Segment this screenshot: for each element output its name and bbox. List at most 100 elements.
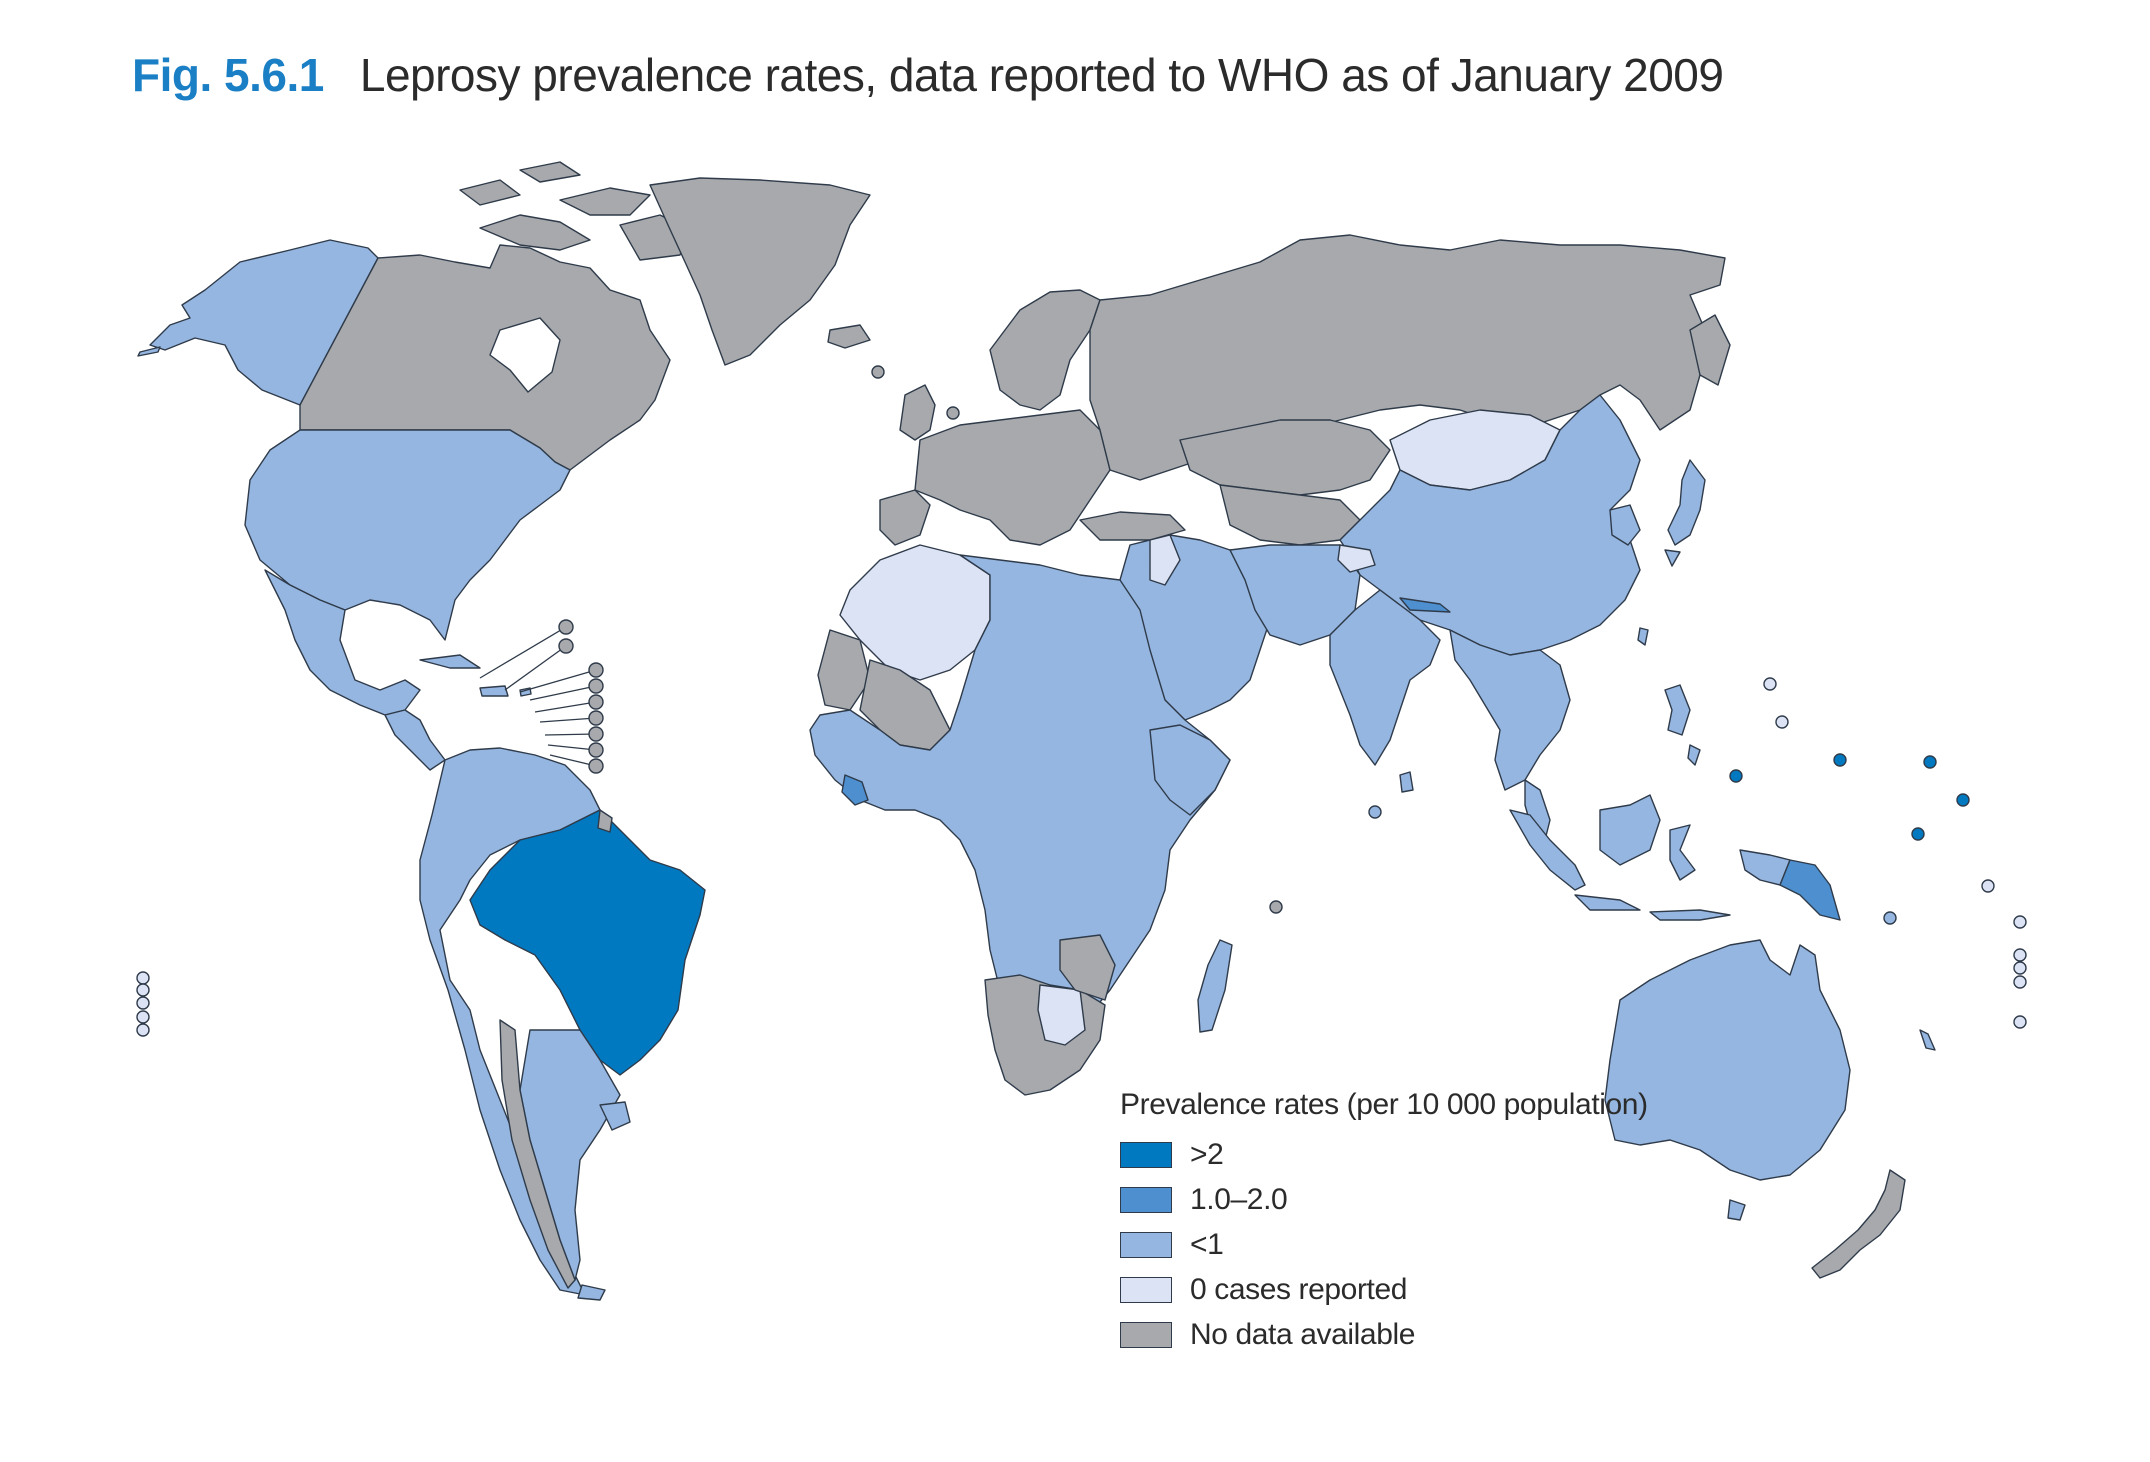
island-marker bbox=[136, 1010, 150, 1024]
callout-line bbox=[549, 754, 597, 767]
legend-label: >2 bbox=[1190, 1137, 1224, 1171]
region-french-guiana bbox=[597, 809, 613, 833]
region-tierra-del-fuego bbox=[577, 1284, 606, 1301]
island-marker bbox=[588, 694, 604, 710]
legend-item-zero-cases: 0 cases reported bbox=[1120, 1267, 1648, 1312]
figure-title: Fig. 5.6.1 Leprosy prevalence rates, data… bbox=[132, 48, 1724, 102]
region-new-caledonia bbox=[1919, 1029, 1936, 1051]
island-marker bbox=[588, 710, 604, 726]
island-marker bbox=[2013, 915, 2027, 929]
region-sumatra bbox=[1509, 809, 1586, 891]
region-liberia bbox=[841, 774, 869, 806]
legend-swatch bbox=[1120, 1141, 1172, 1168]
island-marker bbox=[946, 406, 960, 420]
island-marker bbox=[2013, 975, 2027, 989]
region-uruguay bbox=[599, 1101, 631, 1131]
legend-label: <1 bbox=[1190, 1227, 1224, 1261]
island-marker bbox=[2013, 1015, 2027, 1029]
island-marker bbox=[1956, 793, 1970, 807]
legend-swatch bbox=[1120, 1276, 1172, 1303]
region-usa bbox=[244, 429, 571, 641]
region-papua-new-guinea bbox=[1779, 859, 1841, 921]
region-cuba bbox=[419, 654, 481, 669]
region-tasmania bbox=[1727, 1199, 1746, 1221]
island-marker bbox=[2013, 948, 2027, 962]
region-taiwan bbox=[1637, 627, 1649, 646]
region-philippines bbox=[1664, 684, 1701, 766]
region-borneo bbox=[1599, 794, 1661, 866]
region-central-asia bbox=[1219, 484, 1361, 546]
island-marker bbox=[1729, 769, 1743, 783]
callout-line bbox=[534, 701, 597, 713]
region-europe bbox=[914, 409, 1111, 546]
region-lesser-sunda bbox=[1649, 909, 1731, 921]
region-sulawesi bbox=[1669, 824, 1696, 881]
callout-line bbox=[544, 733, 597, 736]
legend-item-no-data: No data available bbox=[1120, 1312, 1648, 1357]
region-iberia bbox=[879, 489, 931, 546]
island-marker bbox=[1911, 827, 1925, 841]
island-marker bbox=[136, 983, 150, 997]
region-aleutians bbox=[137, 346, 161, 357]
island-marker bbox=[588, 758, 604, 774]
region-hispaniola bbox=[479, 685, 509, 697]
region-zambia-zimbabwe bbox=[1059, 934, 1116, 1001]
region-madagascar bbox=[1197, 939, 1233, 1033]
legend-swatch bbox=[1120, 1321, 1172, 1348]
legend-label: 1.0–2.0 bbox=[1190, 1182, 1288, 1216]
region-sri-lanka bbox=[1399, 771, 1414, 793]
legend-swatch bbox=[1120, 1186, 1172, 1213]
callout-line bbox=[547, 744, 597, 751]
region-java bbox=[1574, 894, 1641, 911]
legend-item-lt1: <1 bbox=[1120, 1222, 1648, 1267]
callout-line bbox=[479, 626, 567, 679]
island-marker bbox=[871, 365, 885, 379]
island-marker bbox=[1833, 753, 1847, 767]
island-marker bbox=[1981, 879, 1995, 893]
region-ethiopia-somalia bbox=[1149, 724, 1231, 816]
island-marker bbox=[588, 678, 604, 694]
callout-line bbox=[519, 669, 597, 693]
island-marker bbox=[136, 1023, 150, 1037]
legend-swatch bbox=[1120, 1231, 1172, 1258]
island-marker bbox=[588, 742, 604, 758]
region-botswana bbox=[1037, 984, 1086, 1046]
island-marker bbox=[588, 662, 604, 678]
region-hudson-bay bbox=[489, 317, 561, 393]
legend-item-gt2: >2 bbox=[1120, 1132, 1648, 1177]
region-alaska bbox=[149, 239, 379, 406]
callout-line bbox=[539, 717, 597, 723]
island-marker bbox=[136, 971, 150, 985]
legend-item-1-to-2: 1.0–2.0 bbox=[1120, 1177, 1648, 1222]
island-marker bbox=[1923, 755, 1937, 769]
figure-number: Fig. 5.6.1 bbox=[132, 49, 324, 101]
region-uk bbox=[899, 384, 936, 441]
island-marker bbox=[558, 619, 574, 635]
region-india bbox=[1329, 589, 1441, 766]
map-legend: Prevalence rates (per 10 000 population)… bbox=[1120, 1088, 1648, 1357]
island-marker bbox=[2013, 961, 2027, 975]
caribbean-callouts bbox=[479, 619, 604, 774]
legend-label: No data available bbox=[1190, 1317, 1416, 1351]
region-new-zealand bbox=[1811, 1169, 1906, 1279]
region-greenland bbox=[649, 177, 871, 366]
island-marker bbox=[588, 726, 604, 742]
island-marker bbox=[136, 996, 150, 1010]
region-levant bbox=[1149, 534, 1181, 586]
callout-line bbox=[504, 645, 567, 691]
region-canada-arctic bbox=[459, 161, 691, 261]
callout-line bbox=[529, 685, 597, 701]
region-mexico bbox=[264, 569, 421, 716]
region-nepal bbox=[1399, 597, 1451, 613]
region-australia bbox=[1604, 939, 1851, 1181]
island-marker bbox=[1883, 911, 1897, 925]
region-iceland bbox=[827, 324, 871, 349]
region-central-america bbox=[384, 709, 446, 771]
region-korea bbox=[1609, 504, 1641, 546]
region-japan bbox=[1664, 459, 1706, 567]
island-marker bbox=[1763, 677, 1777, 691]
region-nepal-bhutan bbox=[1337, 544, 1376, 573]
pacific-island-markers bbox=[136, 365, 2027, 1037]
island-marker bbox=[1775, 715, 1789, 729]
